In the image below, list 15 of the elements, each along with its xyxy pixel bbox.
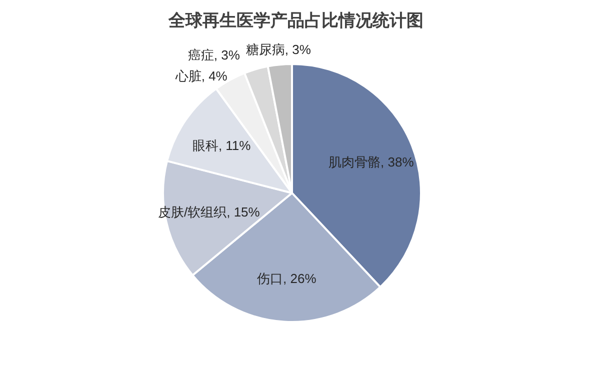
slice-label: 心脏: [174, 68, 202, 84]
data-label: , 4%: [201, 68, 228, 84]
data-label: , 15%: [226, 204, 260, 220]
data-label: , 26%: [283, 270, 317, 286]
slice-label: 皮肤/软组织: [158, 204, 227, 220]
chart-title: 全球再生医学产品占比情况统计图: [168, 11, 424, 31]
slice-label: 伤口: [257, 270, 284, 286]
data-label: , 38%: [380, 154, 414, 170]
slice-label: 肌肉骨骼: [328, 154, 381, 170]
slice-label: 眼科: [192, 138, 218, 154]
slice-label: 癌症: [188, 47, 214, 62]
data-label: , 3%: [214, 47, 240, 62]
data-label: , 11%: [218, 138, 252, 154]
slice-label: 糖尿病: [246, 42, 285, 58]
data-label: , 3%: [284, 42, 312, 58]
